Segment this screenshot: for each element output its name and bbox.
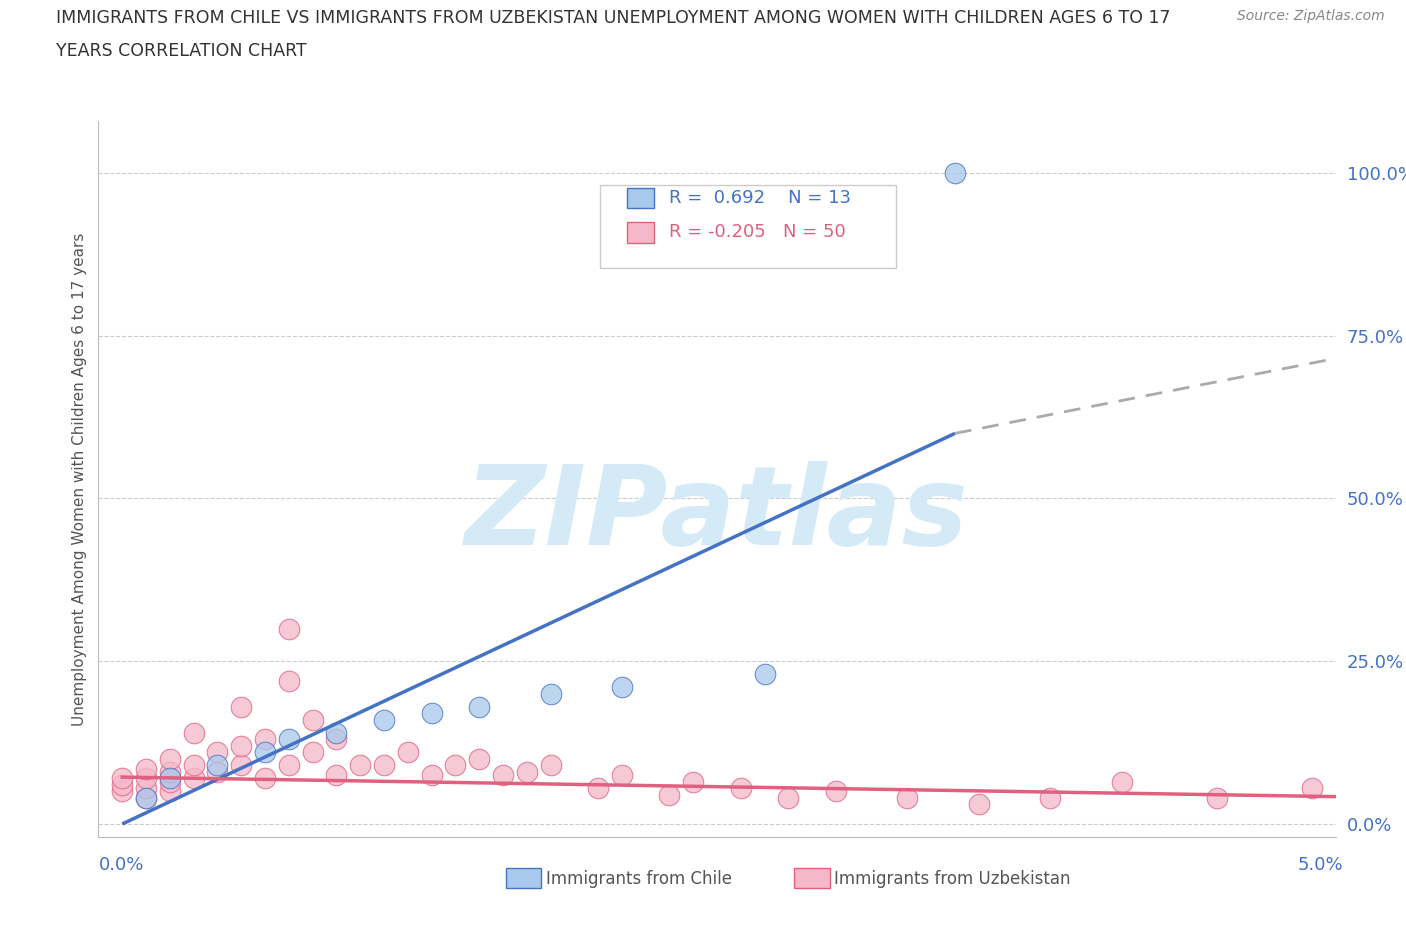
Point	[754, 667, 776, 682]
Point	[778, 790, 800, 805]
Point	[492, 768, 515, 783]
Point	[325, 725, 347, 740]
Point	[325, 732, 347, 747]
Point	[1205, 790, 1227, 805]
Text: 5.0%: 5.0%	[1298, 856, 1343, 873]
Point	[183, 758, 205, 773]
Point	[183, 771, 205, 786]
Point	[516, 764, 538, 779]
Point	[540, 686, 562, 701]
FancyBboxPatch shape	[627, 188, 654, 208]
Point	[135, 761, 157, 776]
Text: Source: ZipAtlas.com: Source: ZipAtlas.com	[1237, 9, 1385, 23]
Point	[682, 774, 704, 789]
Text: ZIPatlas: ZIPatlas	[465, 461, 969, 568]
Point	[301, 712, 323, 727]
Point	[373, 758, 395, 773]
Text: YEARS CORRELATION CHART: YEARS CORRELATION CHART	[56, 42, 307, 60]
Point	[111, 777, 134, 792]
Point	[111, 784, 134, 799]
Point	[943, 166, 966, 180]
Point	[586, 781, 609, 796]
Point	[730, 781, 752, 796]
Point	[159, 764, 181, 779]
Point	[468, 751, 491, 766]
Point	[253, 732, 276, 747]
Point	[325, 768, 347, 783]
Point	[253, 771, 276, 786]
Point	[896, 790, 918, 805]
Point	[658, 787, 681, 802]
Point	[420, 706, 443, 721]
Point	[825, 784, 848, 799]
Point	[396, 745, 419, 760]
Point	[111, 771, 134, 786]
Point	[207, 764, 229, 779]
Point	[231, 699, 253, 714]
Point	[277, 673, 299, 688]
Point	[1039, 790, 1062, 805]
Text: Immigrants from Uzbekistan: Immigrants from Uzbekistan	[834, 870, 1070, 888]
Point	[420, 768, 443, 783]
Point	[135, 790, 157, 805]
Point	[967, 797, 990, 812]
Point	[540, 758, 562, 773]
Point	[277, 758, 299, 773]
Point	[1111, 774, 1133, 789]
Point	[1301, 781, 1323, 796]
Point	[253, 745, 276, 760]
Point	[349, 758, 371, 773]
Point	[610, 768, 633, 783]
Y-axis label: Unemployment Among Women with Children Ages 6 to 17 years: Unemployment Among Women with Children A…	[72, 232, 87, 725]
Text: R = -0.205   N = 50: R = -0.205 N = 50	[669, 223, 845, 242]
Point	[207, 758, 229, 773]
Point	[159, 751, 181, 766]
Point	[207, 745, 229, 760]
Point	[610, 680, 633, 695]
Point	[135, 790, 157, 805]
Point	[135, 781, 157, 796]
Point	[231, 758, 253, 773]
Text: Immigrants from Chile: Immigrants from Chile	[546, 870, 731, 888]
Point	[159, 771, 181, 786]
Point	[159, 784, 181, 799]
Point	[183, 725, 205, 740]
Text: 0.0%: 0.0%	[98, 856, 143, 873]
Text: IMMIGRANTS FROM CHILE VS IMMIGRANTS FROM UZBEKISTAN UNEMPLOYMENT AMONG WOMEN WIT: IMMIGRANTS FROM CHILE VS IMMIGRANTS FROM…	[56, 9, 1171, 27]
Text: R =  0.692    N = 13: R = 0.692 N = 13	[669, 189, 851, 207]
Point	[468, 699, 491, 714]
Point	[277, 732, 299, 747]
Point	[159, 774, 181, 789]
Point	[301, 745, 323, 760]
FancyBboxPatch shape	[627, 222, 654, 243]
Point	[373, 712, 395, 727]
Point	[135, 771, 157, 786]
Point	[277, 621, 299, 636]
Point	[231, 738, 253, 753]
Point	[444, 758, 467, 773]
FancyBboxPatch shape	[599, 185, 897, 268]
